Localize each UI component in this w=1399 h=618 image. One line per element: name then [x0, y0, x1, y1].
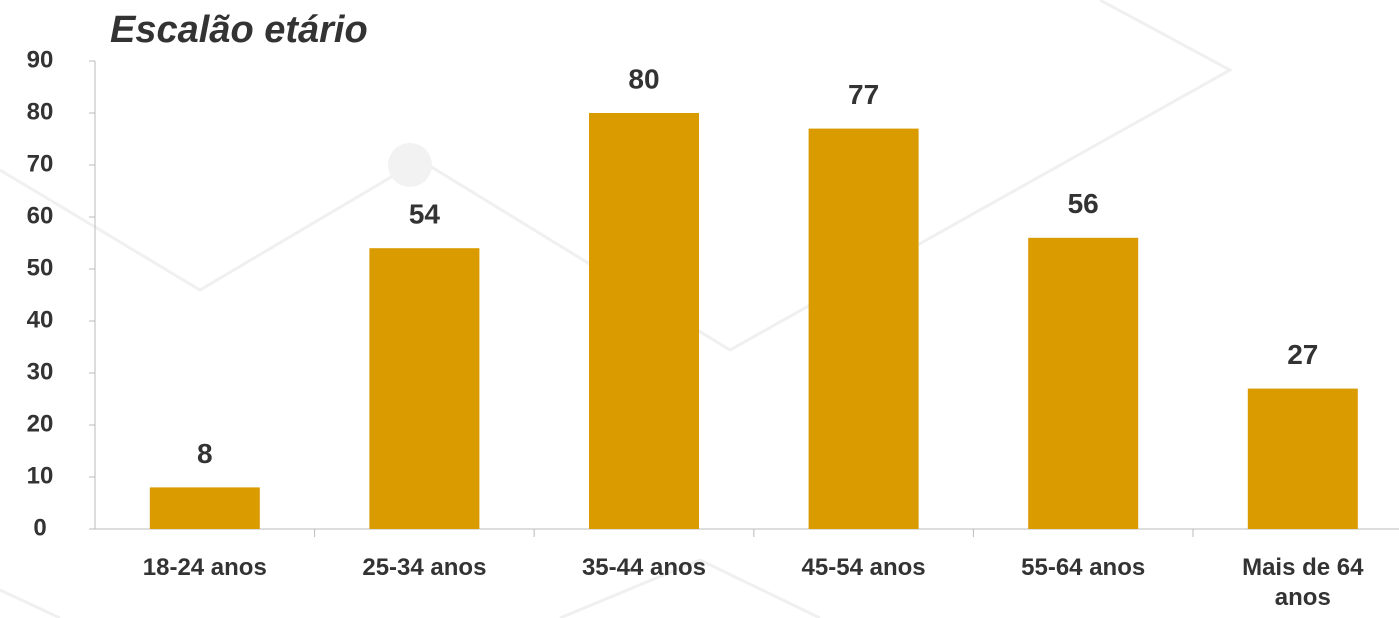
y-tick-label: 90	[27, 46, 54, 73]
y-tick-label: 40	[27, 306, 54, 333]
y-tick-label: 70	[27, 150, 54, 177]
bar	[1028, 237, 1139, 530]
value-label: 27	[1287, 339, 1318, 370]
value-label: 80	[628, 63, 659, 94]
x-tick-label: 18-24 anos	[142, 554, 267, 581]
y-tick-label: 10	[27, 462, 54, 489]
value-label: 56	[1068, 188, 1099, 219]
x-tick-label: 25-34 anos	[362, 554, 487, 581]
bar	[1247, 388, 1358, 529]
y-tick-label: 80	[27, 98, 54, 125]
bar	[589, 113, 699, 529]
x-tick-label: 55-64 anos	[1021, 554, 1146, 581]
value-label: 77	[848, 79, 879, 110]
y-tick-label: 50	[27, 254, 54, 281]
value-label: 54	[409, 199, 441, 230]
x-tick-label: 45-54 anos	[801, 554, 926, 581]
y-tick-label: 60	[27, 202, 54, 229]
y-tick-label: 30	[27, 358, 54, 385]
y-tick-label: 20	[27, 410, 54, 437]
y-tick-label: 0	[33, 514, 46, 541]
bar	[808, 128, 919, 529]
bar	[149, 487, 260, 529]
x-tick-label: 35-44 anos	[581, 554, 707, 581]
bar	[369, 248, 480, 529]
value-label: 8	[197, 438, 213, 469]
background-decoration	[0, 0, 1234, 618]
x-tick-label: Mais de 64 anos	[1242, 554, 1364, 611]
chart-title: Escalão etário	[110, 9, 368, 51]
